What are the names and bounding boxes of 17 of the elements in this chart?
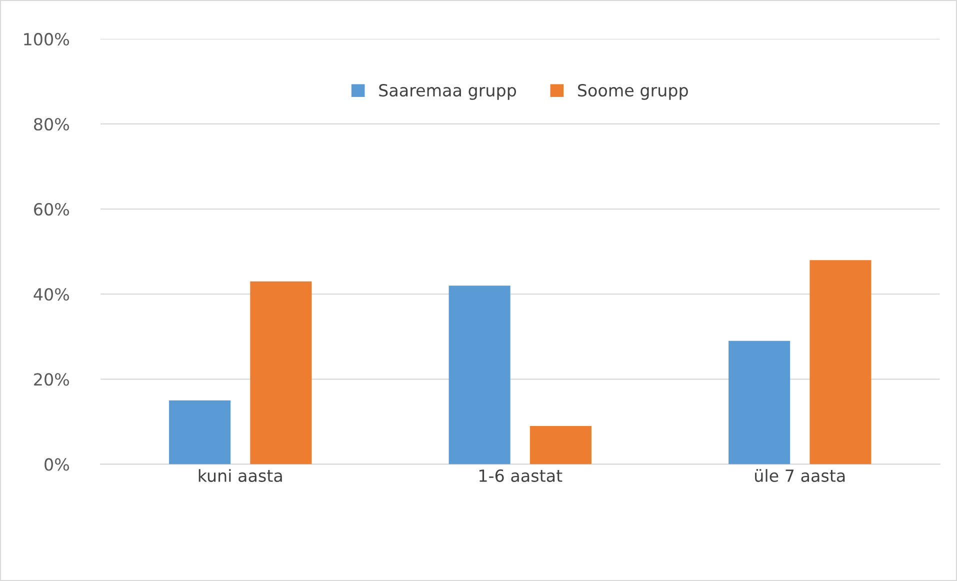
y-tick-label: 100% [24,32,70,46]
y-tick-label: 40% [34,288,70,301]
y-tick-label: 0% [44,458,70,471]
y-tick-label: 20% [34,373,70,386]
bar [169,400,231,464]
bar [728,340,790,464]
legend-label: Soome grupp [578,84,688,100]
bar [250,281,312,464]
y-tick-label: 80% [34,118,70,131]
x-tick-label: 1-6 aastat [480,469,562,482]
bar [530,426,592,464]
x-tick-label: kuni aasta [198,469,282,482]
bar [810,260,872,464]
legend-label: Saaremaa grupp [379,84,516,100]
bar [448,286,510,464]
y-tick-label: 60% [34,203,70,216]
x-tick-label: üle 7 aasta [755,469,845,482]
